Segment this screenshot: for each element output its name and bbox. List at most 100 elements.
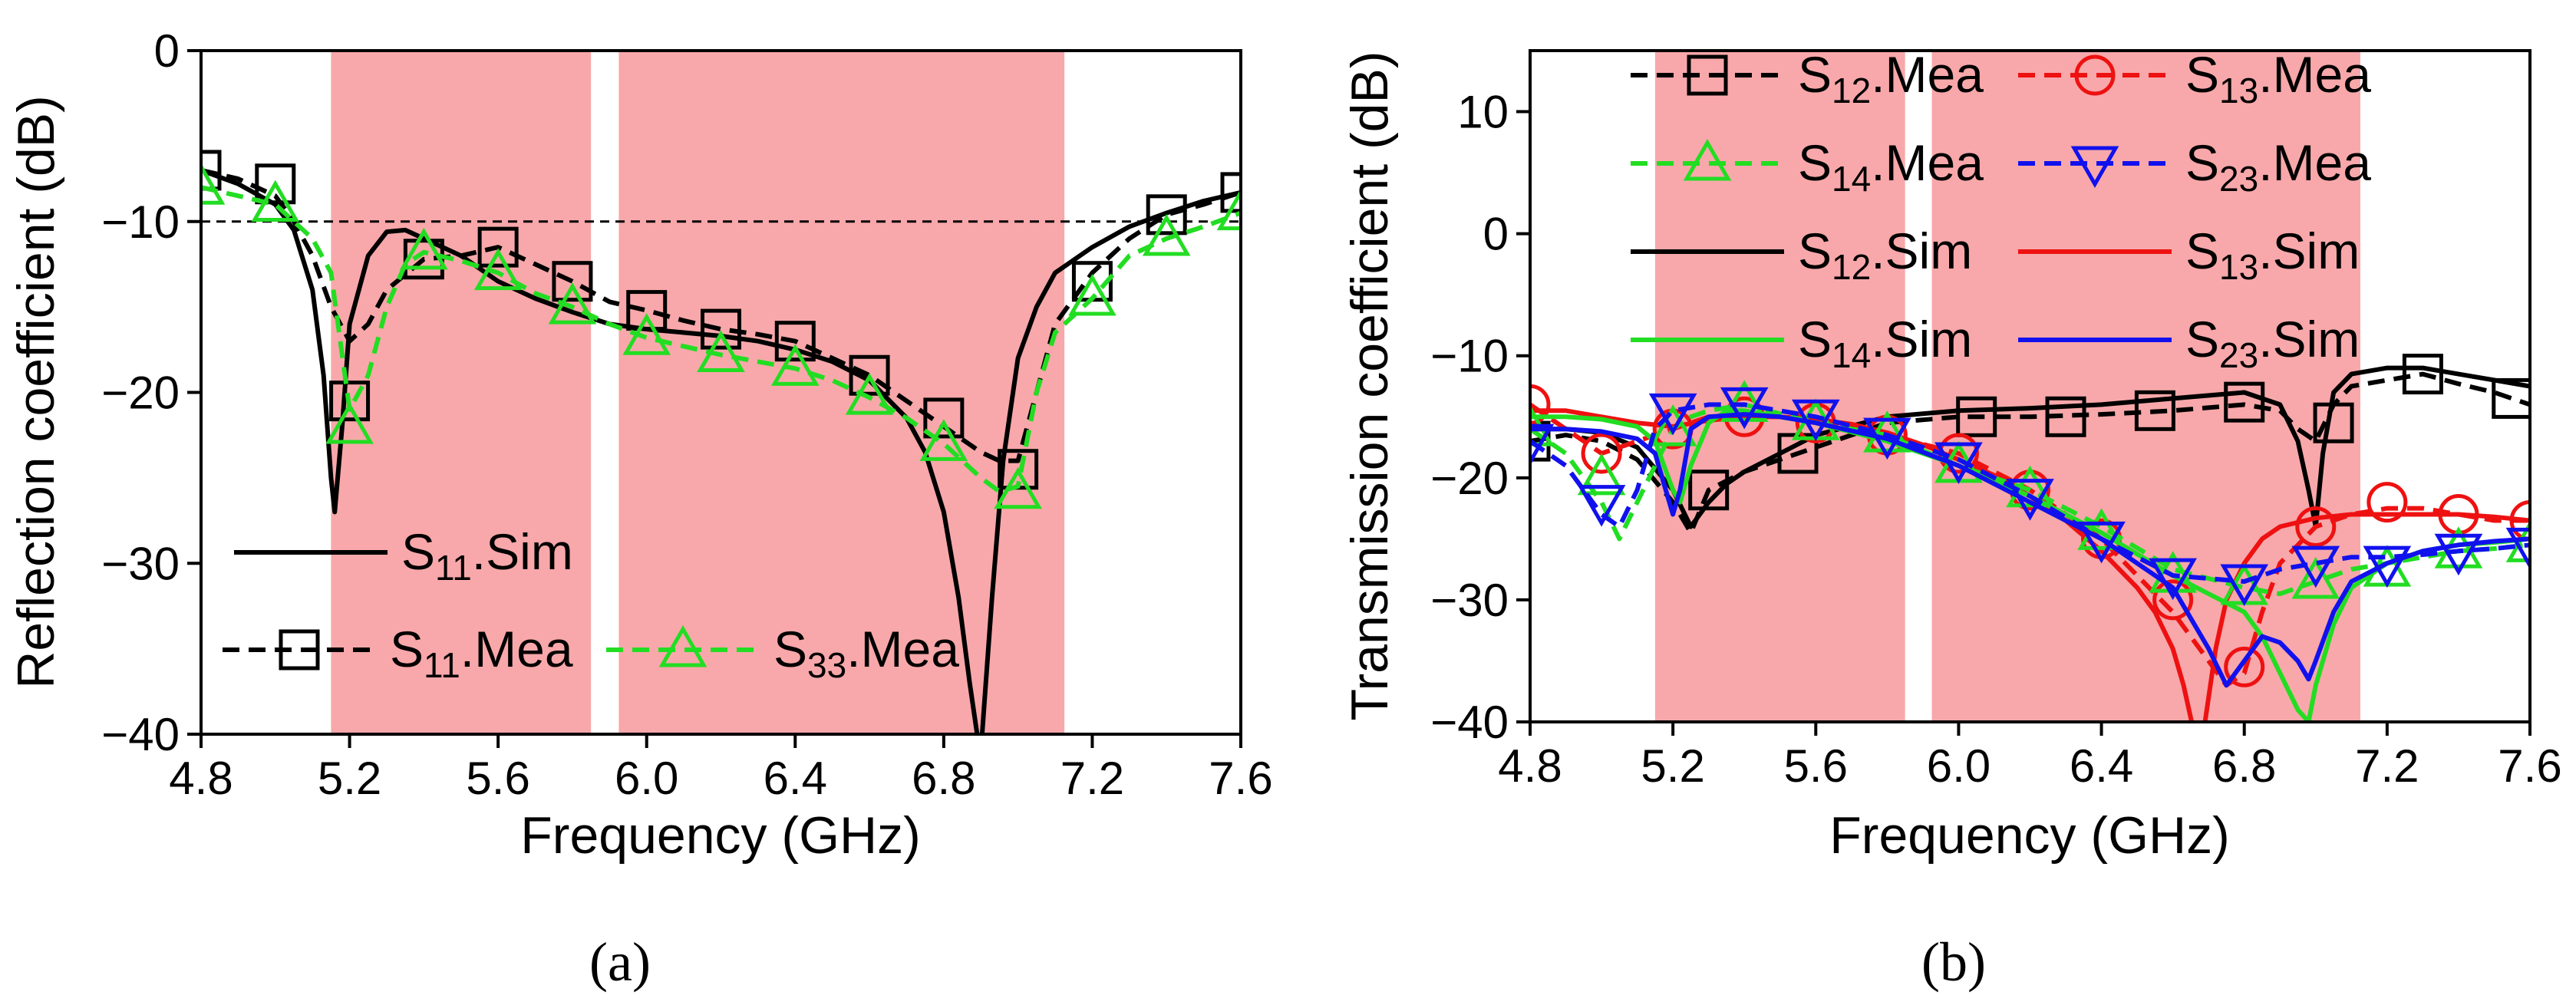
marker-S33_mea: [770, 344, 820, 386]
legend: S12.Mea S13.Mea S14.Mea S23.Mea S12.Sim S13.S…: [1631, 46, 2371, 375]
marker-S11_mea: [201, 150, 222, 191]
marker-S13_mea: [2509, 500, 2530, 541]
y-tick-label: −40: [1430, 697, 1509, 748]
marker-S23_mea: [1577, 485, 1626, 527]
y-tick-label: −30: [1430, 575, 1509, 626]
x-tick-label: 6.0: [1927, 740, 1991, 792]
marker-S33_mea: [845, 373, 894, 415]
marker-S11_mea: [849, 354, 890, 396]
y-tick-label: −20: [101, 367, 180, 419]
x-tick-label: 6.8: [912, 753, 975, 804]
marker-S33_mea: [1068, 273, 1116, 316]
marker-S23_mea: [2291, 545, 2340, 588]
marker-S13_mea: [1530, 384, 1551, 425]
series-line-S33_mea: [201, 185, 1241, 494]
panel-a-reflection-chart: 4.8 5.2 5.6 6.0 6.4 6.8 7.2 7.6 0 −10 −20 −30 −40 Fr…: [7, 25, 1273, 993]
x-tick-label: 5.2: [318, 753, 381, 804]
x-tick-label: 7.6: [1209, 753, 1272, 804]
y-axis-label: Transmission coefficient (dB): [1341, 51, 1399, 721]
x-tick-label: 4.8: [1498, 740, 1562, 792]
marker-S33_mea: [1216, 188, 1241, 231]
legend-label-S13_mea: S13.Mea: [2185, 46, 2371, 110]
marker-S23_mea: [2077, 521, 2126, 564]
series-layer: [201, 150, 1241, 734]
marker-S23_mea: [2434, 533, 2483, 576]
marker-S14_mea: [1863, 410, 1911, 453]
y-tick-label: 0: [154, 25, 180, 77]
marker-S33_mea: [919, 419, 968, 461]
marker-S23_mea: [1648, 393, 1697, 436]
marker-S12_mea: [1688, 470, 1730, 511]
marker-S33_mea: [697, 330, 745, 372]
x-tick-label: 5.6: [466, 753, 529, 804]
legend-label-S12_sim: S12.Sim: [1798, 222, 1972, 287]
marker-S11_mea: [255, 163, 296, 205]
marker-S33_mea: [251, 180, 300, 222]
legend-label-S11_mea: S11.Mea: [390, 621, 573, 685]
y-tick-label: −40: [101, 709, 180, 760]
x-tick-label: 5.6: [1784, 740, 1848, 792]
y-tick-label: −20: [1430, 453, 1509, 504]
y-tick-label: −10: [101, 196, 180, 248]
marker-S11_mea: [403, 239, 444, 280]
shaded-band-2: [1931, 51, 2360, 722]
legend-marker-S23_mea: [2070, 146, 2119, 189]
marker-S14_mea: [2077, 508, 2126, 550]
panel-b-transmission-chart: 4.8 5.2 5.6 6.0 6.4 6.8 7.2 7.6100−10−20−30−40 …: [1341, 46, 2562, 993]
x-axis-label: Frequency (GHz): [1829, 806, 2229, 865]
x-tick-label: 4.8: [169, 753, 233, 804]
shaded-band-1: [1654, 51, 1905, 722]
y-axis-label: Reflection coefficient (dB): [7, 95, 65, 689]
x-tick-label: 7.2: [2355, 740, 2419, 792]
marker-S23_mea: [1863, 417, 1911, 460]
marker-S23_mea: [1530, 423, 1555, 466]
legend: S11.Sim S11.Mea S33.Mea: [223, 523, 959, 685]
marker-S33_mea: [325, 402, 374, 444]
y-tick-label: 10: [1457, 87, 1509, 138]
x-axis-label: Frequency (GHz): [520, 806, 920, 865]
x-tick-label: 6.0: [615, 753, 678, 804]
marker-S14_mea: [2291, 557, 2340, 599]
marker-S12_mea: [1956, 396, 1997, 437]
x-tick-label: 5.2: [1641, 740, 1704, 792]
marker-S33_mea: [473, 248, 523, 291]
y-tick-label: −10: [1430, 331, 1509, 382]
x-tick-label: 6.4: [764, 753, 827, 804]
axis-ticks: 4.8 5.2 5.6 6.0 6.4 6.8 7.2 7.6 0 −10 −20 −30 −40: [101, 25, 1272, 804]
axis-ticks: 4.8 5.2 5.6 6.0 6.4 6.8 7.2 7.6 10 0 −10 −20 −30 −40: [1430, 87, 2561, 792]
panel-label: (a): [589, 931, 651, 993]
marker-S13_mea: [2367, 482, 2408, 523]
marker-S11_mea: [923, 397, 965, 439]
marker-S12_mea: [2402, 354, 2443, 395]
marker-S23_mea: [1720, 387, 1769, 430]
marker-S12_mea: [2134, 390, 2175, 431]
marker-S33_mea: [622, 313, 671, 355]
legend-label-S14_mea: S14.Mea: [1798, 134, 1984, 199]
series-line-S12_sim: [1530, 365, 2530, 529]
marker-S12_mea: [2224, 381, 2265, 423]
marker-S23_mea: [1934, 442, 1983, 484]
y-tick-label: 0: [1483, 209, 1509, 260]
x-tick-label: 6.4: [2070, 740, 2133, 792]
legend-label-S12_mea: S12.Mea: [1798, 46, 1984, 110]
marker-S23_mea: [2363, 545, 2412, 588]
marker-S11_mea: [1220, 172, 1241, 213]
marker-S23_mea: [2149, 558, 2197, 601]
marker-S11_mea: [626, 290, 668, 331]
x-tick-label: 6.8: [2212, 740, 2276, 792]
marker-S11_mea: [552, 261, 593, 302]
marker-S33_mea: [994, 466, 1042, 509]
legend-label-S33_mea: S33.Mea: [773, 621, 959, 685]
panel-label: (b): [1921, 931, 1986, 993]
shaded-bands: [1654, 51, 2360, 722]
series-layer: [1530, 354, 2530, 722]
marker-S13_mea: [2295, 506, 2337, 547]
plot-frame: [1529, 49, 2531, 723]
marker-S33_mea: [400, 227, 448, 270]
marker-S13_mea: [2224, 646, 2265, 687]
x-tick-label: 7.2: [1060, 753, 1124, 804]
marker-S11_mea: [477, 226, 519, 268]
marker-S13_mea: [1581, 433, 1622, 474]
legend-marker-S12_mea: [1687, 54, 1728, 96]
